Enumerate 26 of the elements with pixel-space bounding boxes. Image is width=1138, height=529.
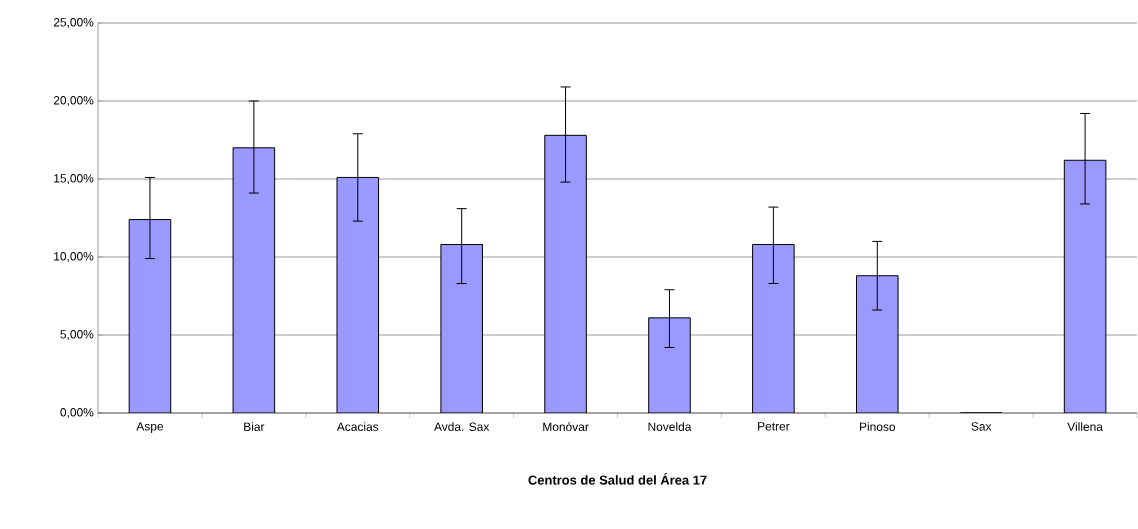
x-tick-label: Sax (971, 422, 992, 431)
x-axis-title: Centros de Salud del Área 17 (528, 473, 707, 485)
x-tick-label: Biar (244, 422, 265, 431)
y-tick-label: 10,00% (54, 252, 94, 262)
x-tick-label: Avda. Sax (433, 422, 490, 431)
bar (752, 244, 795, 413)
x-tick-label: Petrer (758, 422, 790, 431)
bar (336, 176, 380, 413)
x-tick-label: Novelda (648, 422, 692, 431)
y-tick-label: 0,00% (60, 408, 94, 418)
y-tick-label: 15,00% (54, 174, 94, 184)
x-tick-label: Villena (1067, 422, 1103, 431)
bar (544, 134, 587, 413)
y-tick-label: 20,00% (53, 96, 94, 106)
x-tick-label: Acacias (336, 422, 379, 431)
bar (128, 219, 172, 413)
x-tick-label: Pinoso (860, 422, 896, 431)
x-tick-label: Monóvar (543, 422, 589, 432)
bar (856, 275, 899, 413)
bar (1063, 159, 1107, 413)
y-tick-label: 5,00% (60, 330, 94, 340)
bar (648, 317, 691, 413)
bar (440, 244, 483, 413)
x-tick-label: Aspe (136, 422, 164, 433)
y-tick-label: 25,00% (53, 18, 94, 28)
bar (232, 147, 276, 413)
